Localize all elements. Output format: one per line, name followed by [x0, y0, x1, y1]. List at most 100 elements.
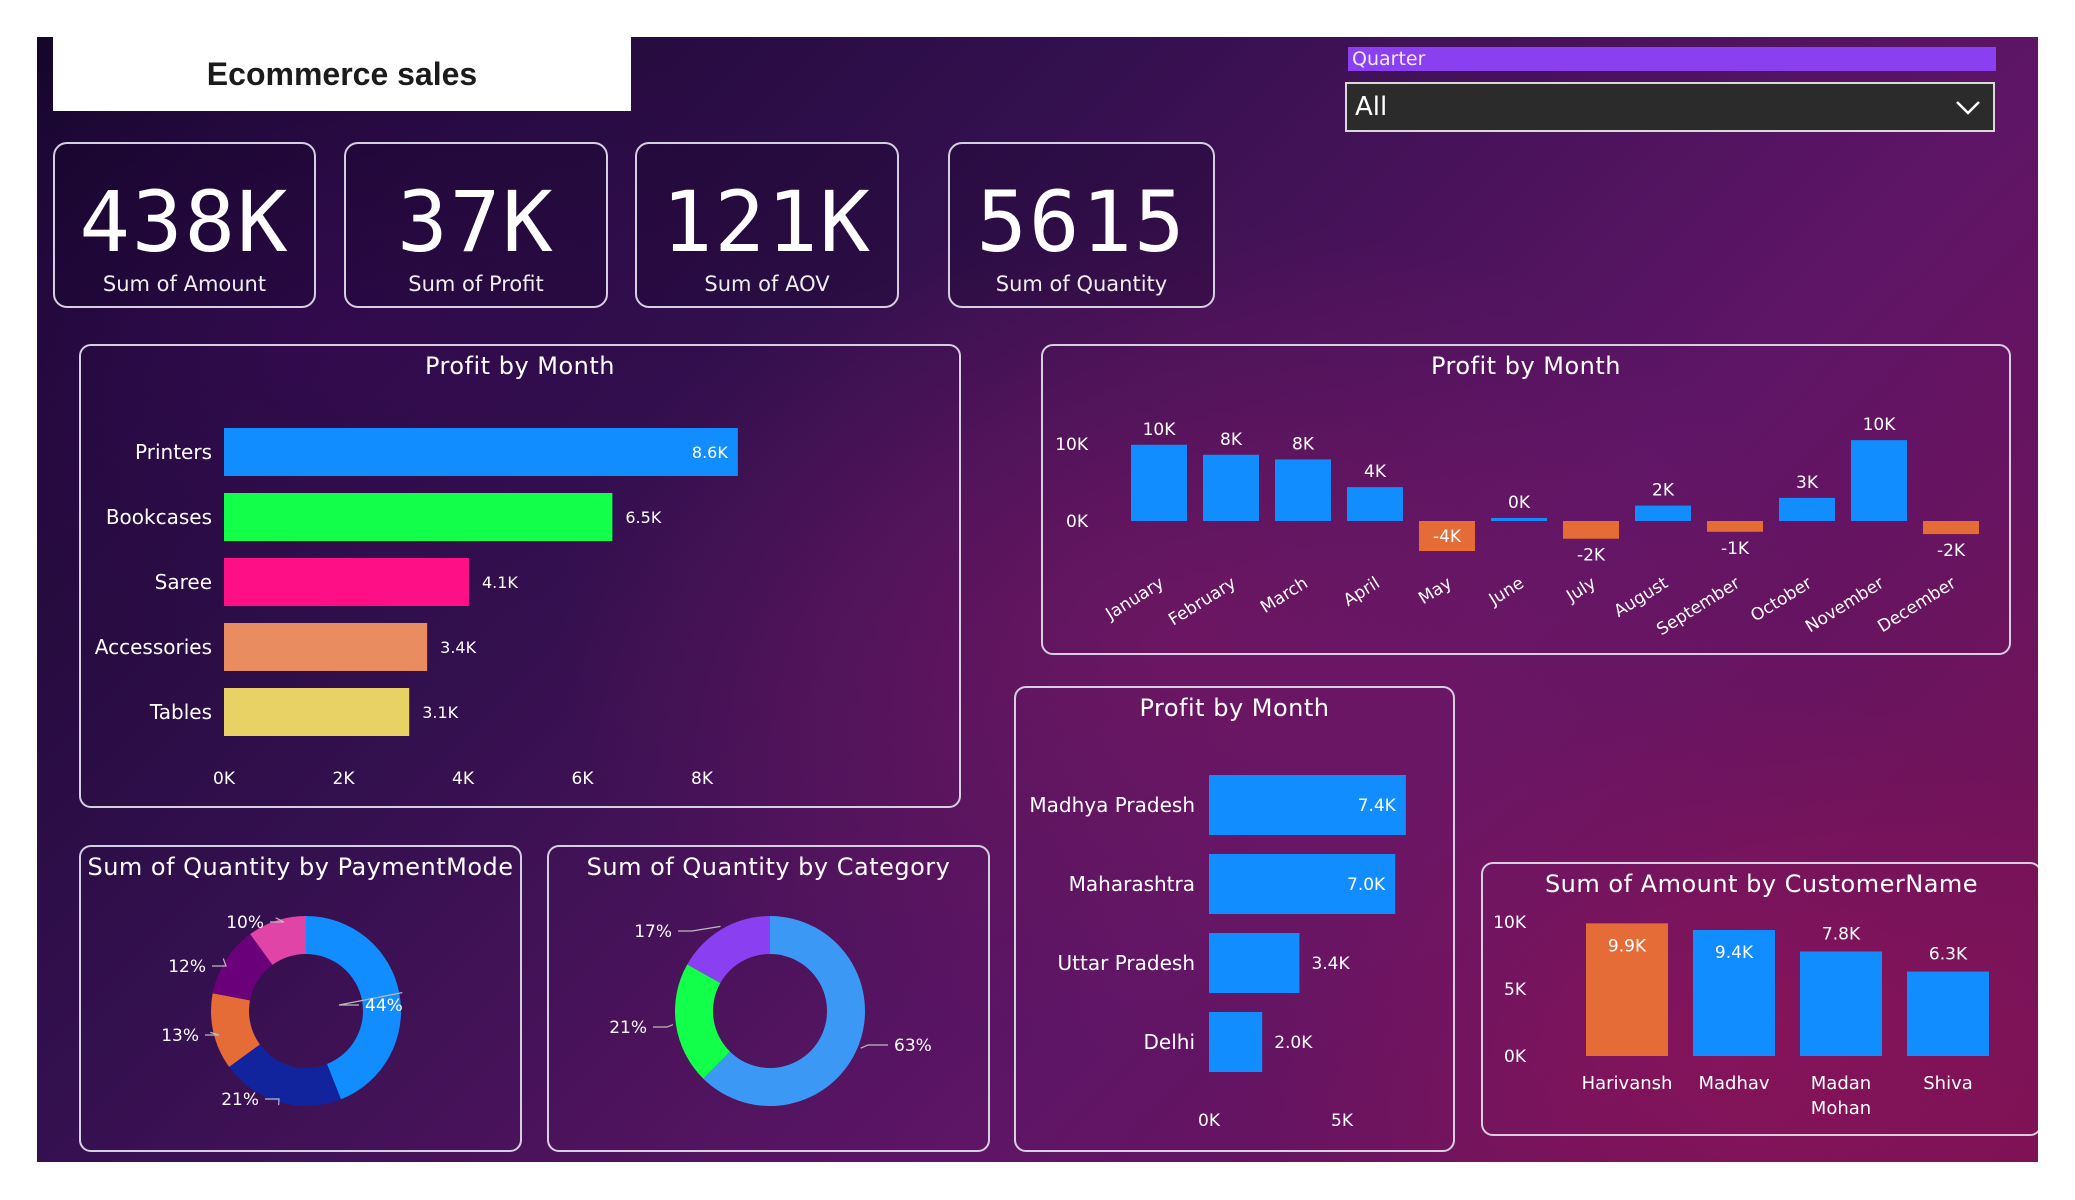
data-label: 7.0K	[1347, 875, 1386, 895]
x-tick-label: Madan Mohan	[1811, 1073, 1871, 1119]
data-label: 3.4K	[440, 638, 476, 657]
data-label: 2.0K	[1274, 1033, 1313, 1053]
quantity-by-category-panel[interactable]: Sum of Quantity by Category 63% 21% 17%	[547, 845, 990, 1152]
x-tick-label: February	[1165, 573, 1239, 630]
data-label: -2K	[1577, 546, 1606, 566]
data-label: 3.4K	[1311, 954, 1350, 974]
slice-label: 21%	[221, 1090, 259, 1110]
chart-title: Sum of Amount by CustomerName	[1544, 870, 1979, 898]
data-label: 4K	[1364, 462, 1387, 482]
donut-slice	[703, 916, 865, 1106]
bar	[1693, 930, 1775, 1056]
bar	[1209, 854, 1396, 914]
profit-by-month-panel[interactable]: Profit by Month 0K 10K 10K January 8K Februar…	[1041, 344, 2011, 655]
kpi-label: Sum of Amount	[102, 272, 267, 296]
amount-by-customer-chart: 0K 5K 10K 9.9K Harivansh 9.4K Madhav 7.8K Madan M…	[1493, 913, 1989, 1119]
profit-by-state-panel[interactable]: Profit by Month Madhya Pradesh 7.4K Mahara…	[1014, 686, 1455, 1152]
kpi-value: 438K	[79, 173, 290, 271]
category-label: Bookcases	[106, 505, 212, 529]
quantity-by-category-chart: 63% 21% 17%	[609, 916, 932, 1106]
data-label: 3.1K	[422, 703, 458, 722]
kpi-value: 121K	[661, 173, 873, 271]
quantity-by-paymentmode-chart: 44% 21% 13% 12% 10%	[161, 913, 403, 1110]
x-tick-label: 8K	[691, 769, 714, 789]
profit-by-month-chart: 0K 10K 10K January 8K February 8K March 4K April -…	[1055, 415, 1979, 640]
leader-line	[212, 958, 227, 967]
x-tick-label: December	[1874, 573, 1959, 637]
x-tick-label: January	[1102, 573, 1168, 625]
data-label: -4K	[1433, 527, 1462, 547]
y-tick-label: 0K	[1504, 1047, 1527, 1067]
x-tick-label: April	[1340, 573, 1384, 611]
data-label: 10K	[1863, 415, 1897, 435]
leader-line	[265, 1098, 280, 1106]
data-label: 7.4K	[1358, 796, 1397, 816]
x-tick-label: Harivansh	[1582, 1073, 1673, 1094]
y-tick-label: 10K	[1493, 913, 1527, 933]
chevron-down-icon[interactable]	[1953, 92, 1983, 122]
chart-title: Profit by Month	[1139, 694, 1330, 722]
x-tick-label: 4K	[452, 769, 475, 789]
kpi-card-quantity[interactable]: 5615 Sum of Quantity	[948, 142, 1215, 308]
data-label: 8K	[1220, 430, 1243, 450]
data-label: 7.8K	[1822, 924, 1861, 944]
bar	[1131, 444, 1187, 521]
slice-label: 44%	[365, 996, 403, 1016]
amount-by-customer-panel[interactable]: Sum of Amount by CustomerName 0K 5K 10K 9.9…	[1481, 862, 2038, 1136]
quarter-slicer-label: Quarter	[1348, 47, 1996, 71]
donut-slice	[687, 916, 770, 984]
x-tick-label: 6K	[572, 769, 595, 789]
kpi-card-amount[interactable]: 438K Sum of Amount	[53, 142, 316, 308]
data-label: 8K	[1292, 434, 1315, 454]
profit-by-state-chart: Madhya Pradesh 7.4K Maharashtra 7.0K Uttar P…	[1029, 775, 1406, 1131]
category-label: Accessories	[95, 635, 212, 659]
quarter-slicer-dropdown[interactable]: All	[1345, 82, 1995, 132]
profit-by-subcategory-chart: Printers 8.6K Bookcases 6.5K Saree 4.1K Access…	[95, 428, 738, 789]
kpi-label: Sum of Quantity	[995, 272, 1168, 296]
bar	[1203, 454, 1259, 521]
dashboard-canvas: Ecommerce sales Quarter All 438K Sum of …	[37, 37, 2038, 1162]
donut-slice	[250, 916, 306, 965]
donut-slice	[211, 993, 260, 1067]
profit-by-subcategory-panel[interactable]: Profit by Month Printers 8.6K Bookcases 6.5…	[79, 344, 961, 808]
data-label: 9.4K	[1715, 943, 1754, 963]
data-label: 6.5K	[625, 508, 661, 527]
leader-line	[270, 917, 285, 923]
bar	[1491, 518, 1547, 521]
slice-label: 12%	[168, 957, 206, 977]
slice-label: 13%	[161, 1026, 199, 1046]
y-tick-label: 5K	[1504, 980, 1527, 1000]
slice-label: 10%	[226, 913, 264, 933]
donut-slice	[212, 934, 273, 1001]
bar	[224, 623, 428, 671]
kpi-label: Sum of Profit	[408, 272, 544, 296]
x-tick-label: July	[1562, 573, 1599, 607]
chart-title: Profit by Month	[424, 352, 616, 380]
bar	[1209, 933, 1300, 993]
bar	[1209, 1012, 1263, 1072]
quarter-slicer-value: All	[1355, 92, 1388, 122]
kpi-card-profit[interactable]: 37K Sum of Profit	[344, 142, 608, 308]
data-label: 0K	[1508, 493, 1531, 513]
bar	[1586, 923, 1668, 1056]
leader-line	[338, 992, 403, 1006]
x-tick-label: November	[1802, 573, 1888, 637]
slice-label: 63%	[894, 1036, 932, 1056]
data-label: 2K	[1652, 481, 1675, 501]
bar	[1907, 971, 1989, 1056]
x-tick-label: May	[1415, 573, 1455, 609]
bar	[1923, 521, 1979, 535]
quantity-by-paymentmode-panel[interactable]: Sum of Quantity by PaymentMode 44% 21% 13%…	[79, 845, 522, 1152]
bar	[1419, 521, 1475, 552]
leader-line	[860, 1044, 888, 1049]
x-tick-label: 0K	[213, 769, 236, 789]
bar	[224, 558, 469, 606]
bar	[1347, 487, 1403, 521]
chart-title: Sum of Quantity by PaymentMode	[87, 853, 514, 881]
kpi-card-aov[interactable]: 121K Sum of AOV	[635, 142, 899, 308]
donut-slice	[675, 964, 731, 1079]
bar	[1800, 951, 1882, 1056]
bar	[1779, 497, 1835, 521]
kpi-value: 37K	[397, 173, 555, 271]
bar	[224, 493, 613, 541]
